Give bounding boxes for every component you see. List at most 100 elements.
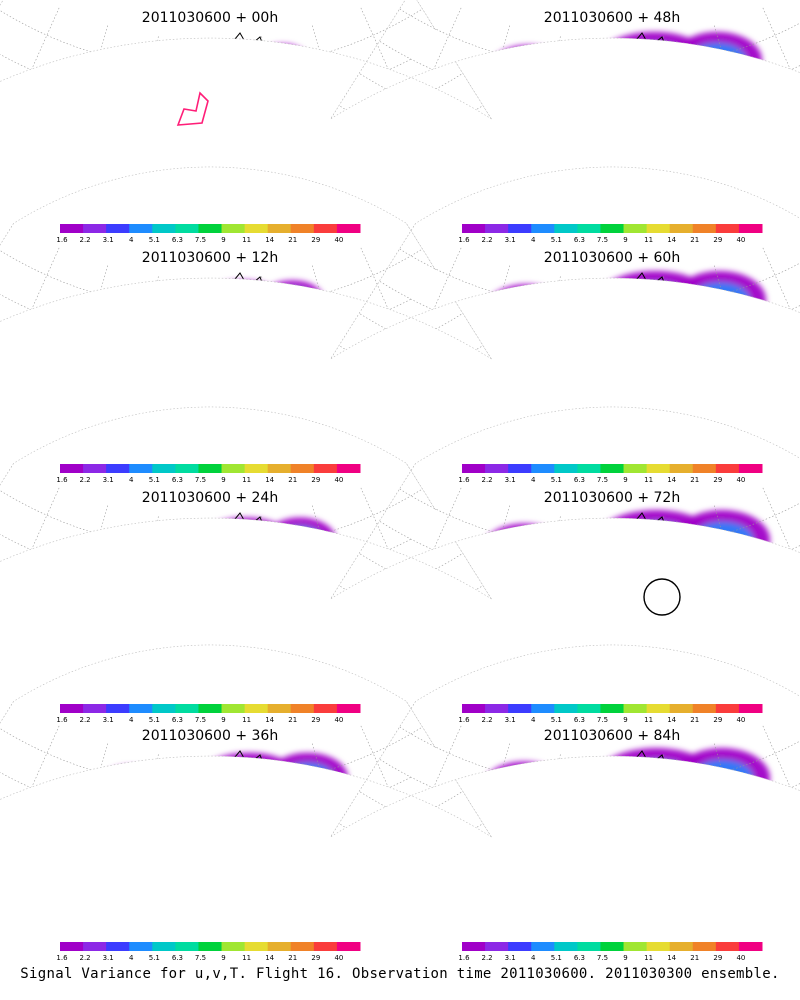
colorbar-swatch <box>152 224 176 233</box>
colorbar-tick-label: 11 <box>242 954 251 962</box>
variance-field <box>95 752 348 838</box>
colorbar-tick-label: 5.1 <box>551 954 562 962</box>
colorbar-swatch <box>554 942 578 951</box>
graticule <box>330 406 800 600</box>
colorbar-tick-label: 2.2 <box>482 476 493 484</box>
panel-title: 2011030600 + 12h <box>142 250 278 266</box>
colorbar-tick-label: 1.6 <box>56 476 68 484</box>
colorbar-tick-label: 4 <box>129 236 134 244</box>
colorbar-swatch <box>313 942 338 951</box>
colorbar-swatch <box>267 464 292 473</box>
colorbar-swatch <box>554 464 578 473</box>
colorbar-swatch <box>244 704 269 713</box>
colorbar-tick-label: 6.3 <box>574 236 585 244</box>
colorbar-tick-label: 40 <box>736 716 745 724</box>
colorbar-tick-label: 3.1 <box>505 236 516 244</box>
colorbar-swatch <box>669 464 694 473</box>
colorbar-tick-label: 1.6 <box>56 236 68 244</box>
variance-field <box>116 280 324 360</box>
colorbar-tick-label: 5.1 <box>149 236 160 244</box>
colorbar-tick-label: 1.6 <box>458 716 470 724</box>
variance-field <box>480 510 770 600</box>
colorbar-swatch <box>646 942 671 951</box>
colorbar-swatch <box>669 704 694 713</box>
colorbar-tick-label: 21 <box>690 716 699 724</box>
colorbar-swatch <box>244 224 269 233</box>
colorbar-tick-label: 9 <box>221 476 225 484</box>
colorbar-swatch <box>129 224 153 233</box>
figure-caption: Signal Variance for u,v,T. Flight 16. Ob… <box>20 966 780 982</box>
colorbar-tick-label: 3.1 <box>103 476 114 484</box>
colorbar-swatch <box>106 224 130 233</box>
map-area <box>330 406 800 600</box>
variance-field <box>487 31 762 120</box>
colorbar: 1.6 2.2 3.1 4 5.1 6.3 7.5 9 11 14 21 29 40 <box>56 704 361 724</box>
colorbar-swatch <box>600 224 625 233</box>
panel-title: 2011030600 + 24h <box>142 490 278 506</box>
colorbar-tick-label: 11 <box>644 716 653 724</box>
map-area <box>0 166 492 360</box>
colorbar-tick-label: 29 <box>311 236 320 244</box>
colorbar-swatch <box>508 224 532 233</box>
colorbar-tick-label: 2.2 <box>482 236 493 244</box>
colorbar-swatch <box>508 704 532 713</box>
panel-title: 2011030600 + 84h <box>544 728 680 744</box>
colorbar-swatch <box>83 704 107 713</box>
panel-title: 2011030600 + 48h <box>544 10 680 26</box>
colorbar-tick-label: 4 <box>531 954 536 962</box>
colorbar-tick-label: 6.3 <box>172 716 183 724</box>
colorbar-tick-label: 11 <box>242 476 251 484</box>
map-area <box>0 644 492 838</box>
colorbar: 1.6 2.2 3.1 4 5.1 6.3 7.5 9 11 14 21 29 40 <box>56 942 361 962</box>
map-area <box>330 166 800 360</box>
colorbar-swatch <box>106 464 130 473</box>
colorbar-swatch <box>715 942 740 951</box>
colorbar-swatch <box>462 464 486 473</box>
colorbar-tick-label: 2.2 <box>80 236 91 244</box>
colorbar-swatch <box>244 942 269 951</box>
colorbar-tick-label: 40 <box>334 954 343 962</box>
variance-field <box>480 748 770 838</box>
colorbar-swatch <box>623 224 648 233</box>
colorbar-tick-label: 7.5 <box>195 236 206 244</box>
colorbar-tick-label: 4 <box>129 476 134 484</box>
colorbar-tick-label: 5.1 <box>149 716 160 724</box>
colorbar-swatch <box>221 942 246 951</box>
graticule <box>0 644 492 838</box>
colorbar-tick-label: 2.2 <box>80 954 91 962</box>
colorbar-swatch <box>198 224 223 233</box>
colorbar-tick-label: 7.5 <box>597 476 608 484</box>
colorbar: 1.6 2.2 3.1 4 5.1 6.3 7.5 9 11 14 21 29 40 <box>56 464 361 484</box>
colorbar-tick-label: 11 <box>242 236 251 244</box>
colorbar-tick-label: 9 <box>623 236 627 244</box>
colorbar-swatch <box>175 224 199 233</box>
colorbar-tick-label: 14 <box>667 476 676 484</box>
colorbar-tick-label: 6.3 <box>172 236 183 244</box>
colorbar-swatch <box>129 704 153 713</box>
colorbar-tick-label: 7.5 <box>195 954 206 962</box>
colorbar-swatch <box>554 224 578 233</box>
colorbar-tick-label: 7.5 <box>195 476 206 484</box>
colorbar-swatch <box>221 704 246 713</box>
colorbar-tick-label: 4 <box>531 236 536 244</box>
colorbar-tick-label: 5.1 <box>149 954 160 962</box>
colorbar-tick-label: 4 <box>129 954 134 962</box>
colorbar-tick-label: 7.5 <box>597 954 608 962</box>
panel-title: 2011030600 + 36h <box>142 728 278 744</box>
map-area <box>330 644 800 838</box>
colorbar-swatch <box>646 464 671 473</box>
panel-title: 2011030600 + 72h <box>544 490 680 506</box>
map-panel-72h: 2011030600 + 72h 1.6 2.2 3.1 4 5.1 6.3 7.5 9 11 14… <box>330 406 800 724</box>
colorbar-tick-label: 11 <box>242 716 251 724</box>
colorbar-tick-label: 6.3 <box>574 954 585 962</box>
colorbar-swatch <box>60 224 84 233</box>
colorbar-tick-label: 1.6 <box>56 716 68 724</box>
graticule <box>0 166 492 360</box>
colorbar-tick-label: 29 <box>713 954 722 962</box>
colorbar-swatch <box>715 224 740 233</box>
colorbar-tick-label: 29 <box>713 236 722 244</box>
colorbar-swatch <box>577 224 601 233</box>
colorbar-swatch <box>462 704 486 713</box>
colorbar-swatch <box>646 704 671 713</box>
colorbar-tick-label: 40 <box>736 236 745 244</box>
